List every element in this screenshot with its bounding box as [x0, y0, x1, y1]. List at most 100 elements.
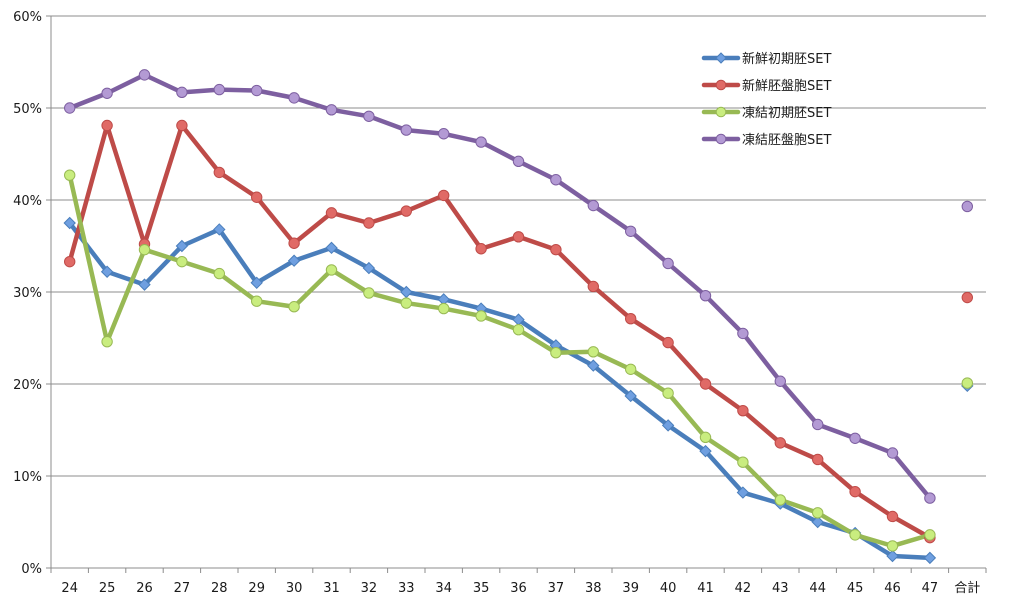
data-point: [774, 375, 786, 387]
data-point: [923, 551, 937, 565]
data-point: [363, 217, 375, 229]
x-tick-label: 43: [772, 581, 789, 596]
data-point: [512, 324, 525, 336]
data-point: [475, 243, 487, 255]
x-tick-label: 25: [99, 581, 116, 596]
data-point: [175, 239, 189, 253]
x-tick-label: 41: [697, 581, 714, 596]
y-tick-label: 50%: [13, 102, 42, 117]
data-point: [662, 257, 674, 270]
data-point: [661, 419, 675, 432]
x-tick-label: 47: [922, 581, 939, 596]
data-point: [250, 276, 263, 290]
series-lines: [67, 72, 933, 561]
data-point: [812, 418, 824, 431]
data-point: [886, 510, 899, 523]
y-tick-label: 20%: [13, 378, 42, 393]
data-point: [587, 346, 599, 358]
grid-lines: [51, 15, 986, 477]
data-point: [625, 312, 637, 325]
legend-swatch-marker: [715, 133, 727, 145]
x-tick-label: 34: [435, 581, 452, 596]
data-point: [101, 87, 113, 99]
data-point: [699, 378, 712, 390]
data-point: [288, 301, 300, 313]
data-point: [64, 255, 76, 268]
data-point: [587, 359, 600, 372]
data-point: [587, 280, 599, 293]
data-point: [325, 104, 338, 116]
legend-label: 凍結初期胚SET: [742, 105, 831, 121]
data-point: [849, 529, 861, 541]
data-point: [64, 102, 76, 114]
data-point: [774, 494, 786, 506]
data-point: [101, 119, 113, 132]
x-tick-label: 44: [809, 581, 826, 596]
data-point: [325, 264, 338, 276]
y-tick-label: 30%: [13, 286, 42, 301]
x-tick-label: 26: [136, 581, 153, 596]
data-point: [63, 216, 76, 230]
series-line: [67, 220, 933, 561]
x-tick-label: 31: [323, 581, 340, 596]
data-point: [774, 437, 786, 449]
x-tick-label: 39: [622, 581, 639, 596]
data-point: [736, 486, 750, 499]
legend-label: 新鮮初期胚SET: [742, 51, 831, 67]
data-point: [363, 110, 375, 122]
x-tick-label: 45: [847, 581, 864, 596]
data-point: [737, 327, 749, 340]
data-point: [475, 310, 487, 322]
x-axis-tick-labels: 24 25 26 27 28 29 30 31 32 33 34 35 36 37 38 39 40 41 42 43…: [61, 580, 980, 596]
series-line: [67, 123, 933, 540]
data-point: [812, 507, 824, 519]
data-point: [737, 456, 749, 468]
data-point: [587, 199, 599, 212]
x-tick-label: 30: [286, 581, 303, 596]
data-point: [400, 297, 412, 309]
data-point: [138, 243, 151, 256]
data-point: [849, 432, 861, 444]
x-tick-label: 24: [61, 581, 78, 596]
y-tick-label: 0%: [21, 562, 42, 577]
data-point: [213, 223, 226, 236]
data-point: [961, 291, 973, 304]
x-tick-label: 28: [211, 581, 228, 596]
data-point: [849, 485, 861, 498]
data-point: [325, 241, 338, 255]
data-point: [699, 289, 712, 302]
x-tick-label: 46: [884, 581, 901, 596]
data-point: [138, 69, 151, 81]
x-tick-label: 33: [398, 581, 415, 596]
data-point: [625, 363, 637, 375]
x-tick-label: 35: [473, 581, 490, 596]
data-point: [924, 492, 936, 504]
y-axis-tick-labels: 0% 10% 20% 30% 40% 50% 60%: [13, 10, 42, 577]
x-tick-label: 29: [248, 581, 265, 596]
legend-swatch-marker: [715, 79, 727, 91]
data-point: [924, 529, 936, 541]
x-tick-label: 32: [361, 581, 378, 596]
x-tick-label: 37: [548, 581, 565, 596]
x-tick-label: 合計: [954, 580, 980, 596]
data-point: [400, 205, 412, 217]
data-point: [438, 128, 450, 140]
y-tick-label: 40%: [13, 194, 42, 209]
data-point: [662, 336, 674, 349]
data-point: [812, 453, 824, 466]
x-tick-label: 27: [174, 581, 191, 596]
series-line: [67, 172, 933, 549]
legend: 新鮮初期胚SET 新鮮胚盤胞SET 凍結初期胚SET 凍結胚盤胞SET: [701, 51, 831, 148]
data-point: [100, 265, 114, 278]
data-point: [325, 207, 338, 219]
legend-swatch-marker: [715, 106, 727, 118]
series-line: [67, 72, 933, 501]
data-point: [512, 155, 525, 168]
data-point: [550, 243, 562, 256]
data-point: [251, 295, 263, 307]
data-point: [699, 431, 712, 444]
y-tick-label: 10%: [13, 470, 42, 485]
data-point: [438, 189, 450, 202]
